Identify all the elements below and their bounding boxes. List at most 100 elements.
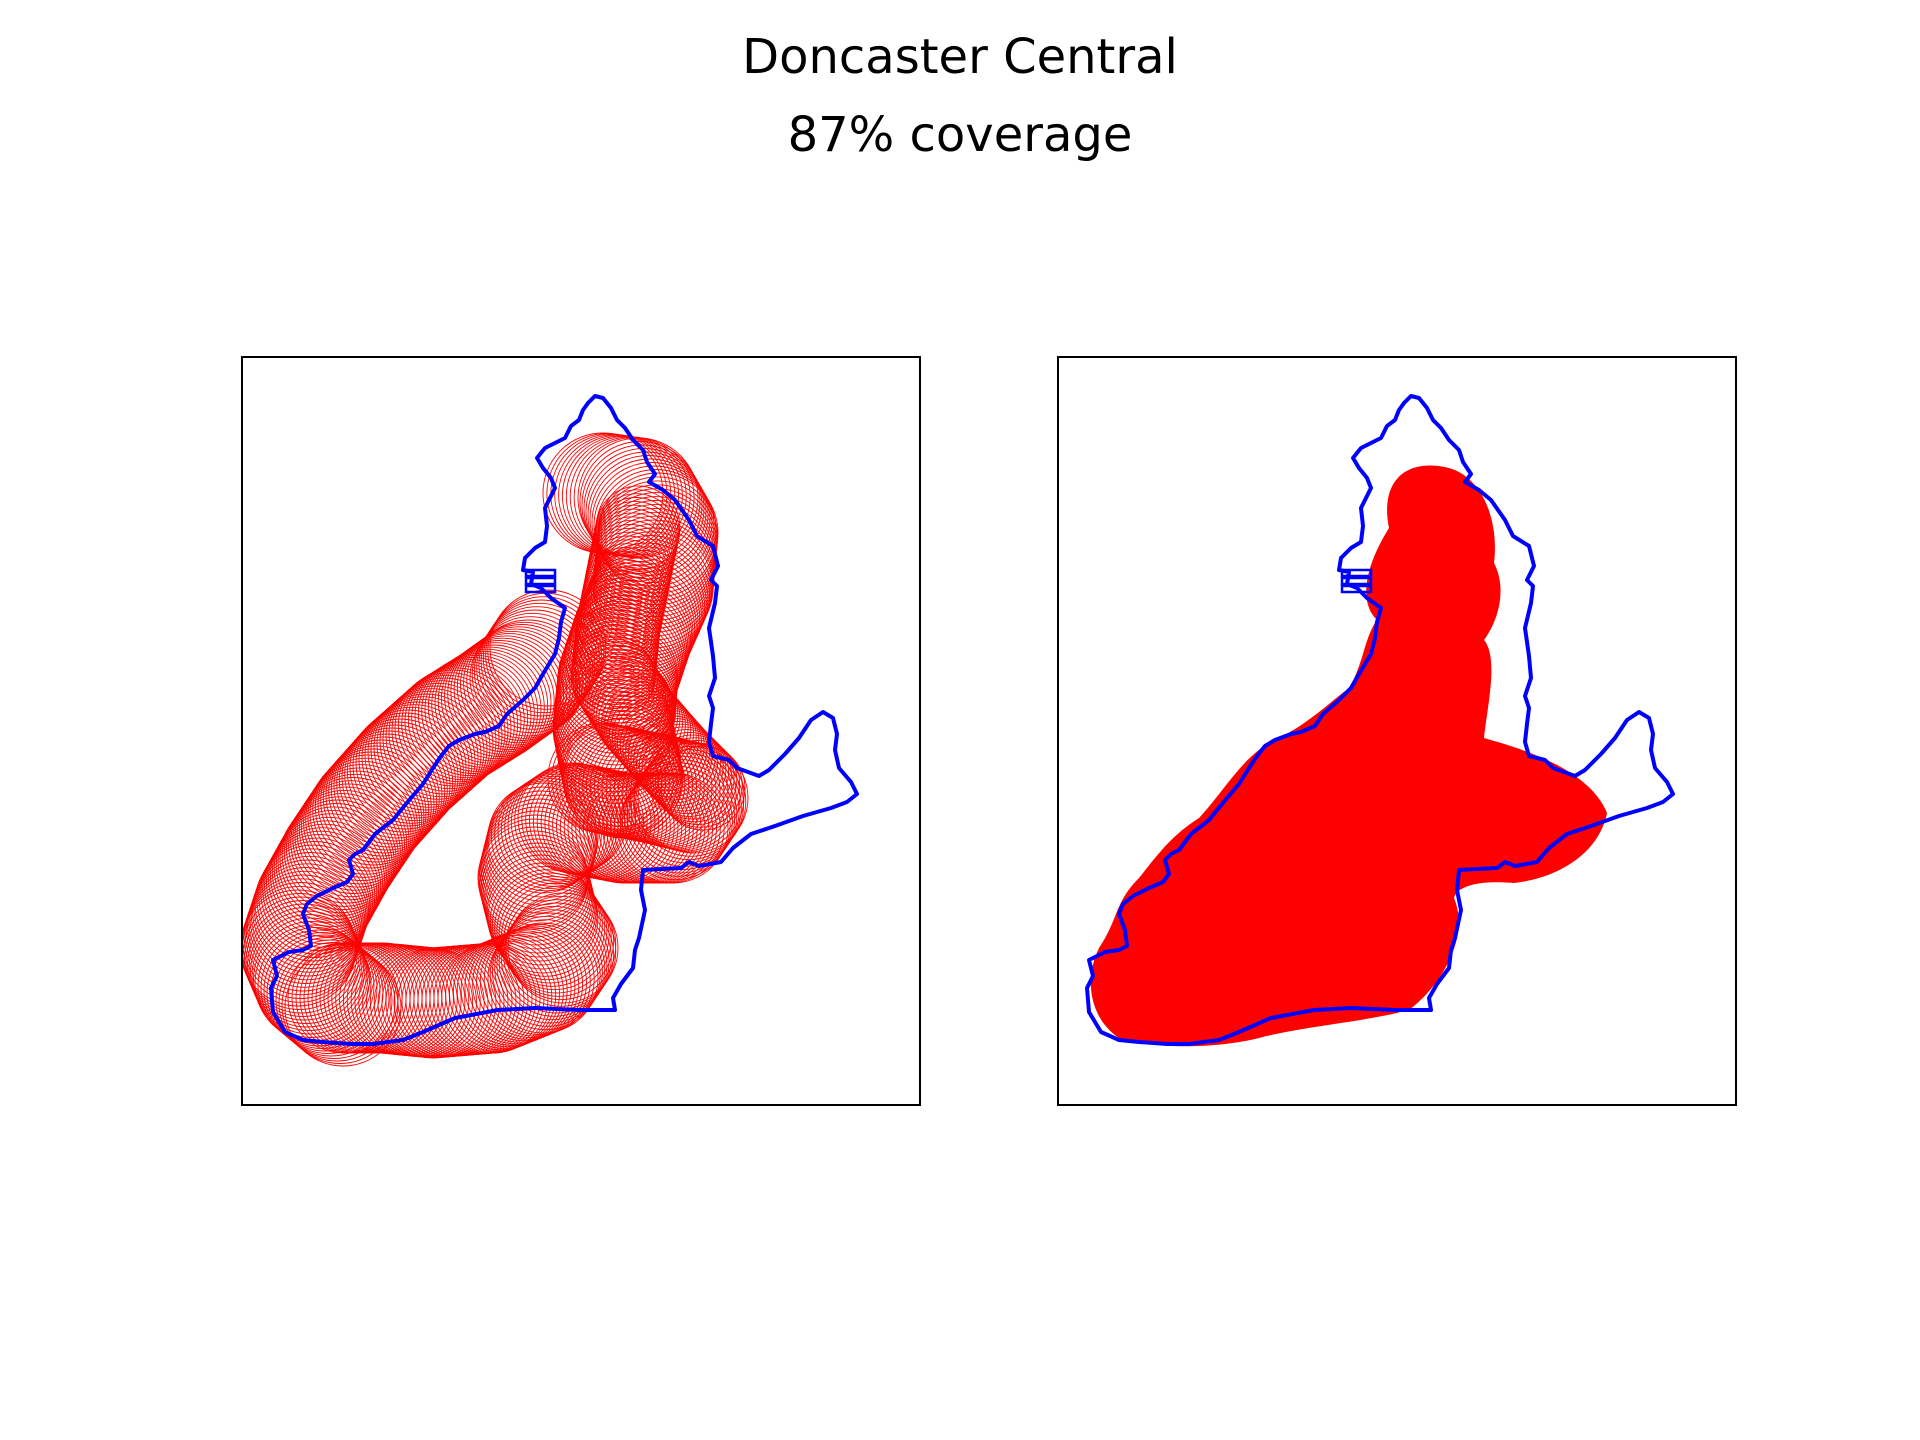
- coverage-circle: [622, 706, 708, 792]
- coverage-circle: [491, 915, 603, 1027]
- coverage-circle: [637, 742, 749, 854]
- coverage-circle: [300, 767, 418, 885]
- coverage-circle: [294, 777, 412, 894]
- boundary-strip: [524, 576, 557, 586]
- coverage-circle: [646, 731, 732, 817]
- coverage-circle: [641, 726, 727, 812]
- coverage-circle: [440, 640, 558, 757]
- coverage-circle: [307, 757, 425, 875]
- coverage-circle: [570, 580, 691, 701]
- coverage-circle: [287, 942, 399, 1054]
- coverage-circle: [263, 932, 381, 1049]
- coverage-circle: [494, 778, 606, 890]
- coverage-circle: [464, 931, 576, 1043]
- coverage-circle: [283, 793, 401, 911]
- coverage-circle: [485, 790, 597, 902]
- constituency-boundary: [269, 394, 859, 1046]
- coverage-circle: [485, 596, 603, 714]
- figure-title: Doncaster Central: [742, 29, 1178, 85]
- coverage-circle: [595, 675, 681, 761]
- figure-title-block: Doncaster Central 87% coverage: [0, 18, 1920, 174]
- coverage-circle: [376, 685, 494, 803]
- coverage-circle: [253, 848, 371, 966]
- coverage-circle: [591, 668, 677, 754]
- coverage-circle: [328, 733, 446, 851]
- coverage-circle: [638, 723, 724, 809]
- boundary-strip: [1340, 584, 1373, 594]
- coverage-circle: [498, 879, 610, 991]
- coverage-circle: [325, 736, 443, 854]
- coverage-circle: [585, 451, 707, 573]
- coverage-circle: [657, 742, 743, 828]
- coverage-circle: [583, 655, 668, 741]
- coverage-circle: [514, 764, 626, 876]
- coverage-circle: [472, 928, 584, 1040]
- boundary-strip: [1340, 576, 1373, 586]
- map-outline-circles: [243, 394, 859, 1067]
- coverage-circle: [292, 780, 410, 898]
- coverage-circle: [322, 739, 440, 857]
- coverage-circle: [507, 892, 619, 1004]
- coverage-circle: [578, 648, 664, 734]
- coverage-circle: [483, 846, 595, 958]
- coverage-circle: [437, 642, 555, 760]
- coverage-circle: [244, 874, 362, 992]
- coverage-area: [1090, 465, 1607, 1047]
- coverage-circle: [487, 862, 599, 974]
- coverage-circle: [243, 896, 360, 1014]
- coverage-circle: [466, 621, 584, 739]
- coverage-circle: [285, 789, 403, 907]
- coverage-circle: [568, 583, 690, 705]
- coverage-circle: [489, 865, 601, 977]
- coverage-circle: [489, 919, 601, 1031]
- coverage-circle: [338, 721, 456, 839]
- map-panel-filled-coverage: [1057, 356, 1737, 1106]
- coverage-circle: [382, 680, 500, 798]
- coverage-circle: [244, 900, 361, 1017]
- coverage-circle: [504, 771, 616, 883]
- coverage-circle: [249, 859, 367, 977]
- coverage-circle: [660, 745, 746, 831]
- coverage-circle: [427, 648, 545, 766]
- coverage-circle: [349, 709, 467, 827]
- coverage-circle: [609, 690, 694, 776]
- coverage-circle: [500, 773, 612, 885]
- coverage-circle: [598, 678, 684, 764]
- coverage-circle: [570, 635, 656, 721]
- coverage-circle: [253, 921, 370, 1038]
- coverage-circle: [580, 652, 666, 738]
- coverage-circle: [655, 740, 740, 825]
- coverage-circle: [469, 619, 587, 737]
- coverage-circle: [243, 882, 359, 999]
- coverage-circle: [611, 694, 697, 779]
- coverage-circle: [619, 769, 731, 881]
- coverage-circle: [593, 672, 679, 758]
- coverage-circle: [245, 870, 363, 988]
- coverage-circle: [260, 929, 378, 1047]
- coverage-circle: [309, 754, 427, 872]
- coverage-circle: [505, 895, 617, 1007]
- coverage-circle: [312, 751, 430, 869]
- coverage-circle: [341, 718, 459, 836]
- coverage-circle: [397, 667, 515, 785]
- coverage-circle: [336, 724, 454, 842]
- coverage-circle: [536, 766, 648, 878]
- coverage-circle: [571, 576, 693, 698]
- coverage-circle: [344, 715, 462, 833]
- boundary-strip: [1340, 568, 1373, 578]
- coverage-circle: [606, 687, 692, 773]
- coverage-circle: [617, 700, 702, 786]
- coverage-circle: [572, 638, 658, 724]
- coverage-circle: [477, 822, 589, 934]
- coverage-circle: [574, 642, 660, 728]
- coverage-circle: [355, 704, 473, 822]
- coverage-circle: [486, 858, 598, 970]
- coverage-circle: [275, 942, 393, 1059]
- coverage-circle: [444, 637, 561, 755]
- coverage-circle: [379, 682, 497, 800]
- coverage-circle: [463, 624, 581, 741]
- coverage-circle: [480, 602, 598, 720]
- coverage-circle: [491, 869, 603, 981]
- coverage-circle: [521, 763, 633, 875]
- constituency-boundary: [1085, 394, 1675, 1046]
